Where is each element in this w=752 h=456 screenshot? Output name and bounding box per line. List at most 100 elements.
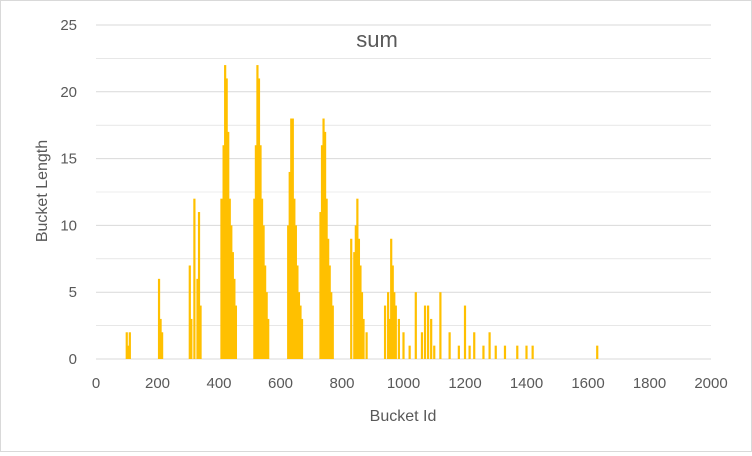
bar (331, 305, 334, 359)
bar (222, 145, 225, 359)
bar (294, 225, 297, 359)
bar (125, 332, 128, 359)
bar (233, 278, 236, 359)
bar (365, 332, 368, 359)
bar (463, 305, 467, 359)
bar (157, 278, 161, 359)
bar (267, 318, 270, 359)
y-tick-label: 0 (69, 351, 77, 368)
bar (256, 65, 259, 359)
x-tick-label: 1600 (571, 375, 604, 392)
x-tick-label: 1400 (510, 375, 543, 392)
bar (354, 225, 357, 359)
x-tick-label: 1200 (448, 375, 481, 392)
bar (356, 198, 359, 359)
bar (391, 265, 394, 359)
bar (473, 332, 476, 359)
bar (325, 198, 328, 359)
gridlines (96, 24, 711, 360)
x-tick-label: 200 (145, 375, 170, 392)
bar (362, 318, 365, 359)
bar (322, 118, 325, 360)
bar (128, 332, 131, 359)
x-axis-ticks: 0 200 400 600 800 1000 1200 1400 1600 1800 2000 (92, 375, 728, 392)
bar (414, 292, 417, 359)
bar (288, 171, 291, 359)
bar (224, 65, 227, 359)
bar (159, 318, 162, 359)
bar (359, 265, 362, 359)
bar (193, 198, 196, 359)
x-tick-label: 1800 (633, 375, 666, 392)
y-tick-label: 5 (69, 284, 77, 301)
bar (393, 292, 396, 359)
x-tick-label: 400 (206, 375, 231, 392)
bar (197, 212, 201, 359)
bar (330, 292, 333, 359)
bar (350, 238, 353, 359)
bar (516, 345, 519, 359)
bar (394, 305, 397, 359)
bar (297, 292, 301, 359)
y-axis-title: Bucket Length (34, 140, 51, 242)
bar (253, 198, 256, 359)
bar (161, 332, 164, 359)
bar (228, 198, 231, 359)
bar (328, 265, 331, 359)
bar (420, 332, 424, 359)
bar (402, 332, 405, 359)
bar (439, 292, 442, 359)
bar (319, 212, 322, 359)
bar (190, 318, 193, 359)
bar (387, 292, 390, 359)
bar (299, 305, 302, 359)
bar (323, 131, 327, 359)
y-axis-ticks: 0 5 10 15 20 25 (60, 17, 77, 368)
bar (220, 198, 223, 359)
bar (427, 305, 430, 359)
bar (264, 265, 267, 359)
bar (127, 345, 130, 359)
bar (254, 145, 257, 359)
bar (260, 198, 264, 359)
bar (397, 318, 400, 359)
bar (199, 305, 202, 359)
x-axis-title: Bucket Id (370, 408, 437, 425)
bar (262, 225, 265, 359)
x-tick-label: 0 (92, 375, 100, 392)
bar (300, 318, 304, 359)
bar (320, 145, 324, 359)
bar (482, 345, 485, 359)
y-tick-label: 15 (60, 151, 77, 168)
bar (383, 305, 387, 359)
bar (457, 345, 460, 359)
bar (227, 131, 230, 359)
bar (494, 345, 497, 359)
bar (388, 318, 391, 359)
bar (390, 238, 393, 359)
y-tick-label: 25 (60, 17, 77, 34)
bar (231, 252, 234, 359)
bars (125, 65, 599, 360)
bar (468, 345, 471, 359)
x-tick-label: 800 (329, 375, 354, 392)
bar (488, 332, 491, 359)
y-tick-label: 20 (60, 84, 77, 101)
bar (257, 78, 261, 359)
bar (531, 345, 534, 359)
bar (230, 225, 233, 359)
bar (360, 292, 364, 359)
bar (596, 345, 599, 359)
bar (196, 278, 199, 359)
bar (225, 78, 228, 359)
bar (290, 118, 293, 360)
bar (503, 345, 507, 359)
bar (296, 265, 299, 359)
bar (433, 345, 436, 359)
bar (259, 145, 262, 359)
bar (423, 305, 427, 359)
bar (357, 238, 361, 359)
bar (448, 332, 451, 359)
